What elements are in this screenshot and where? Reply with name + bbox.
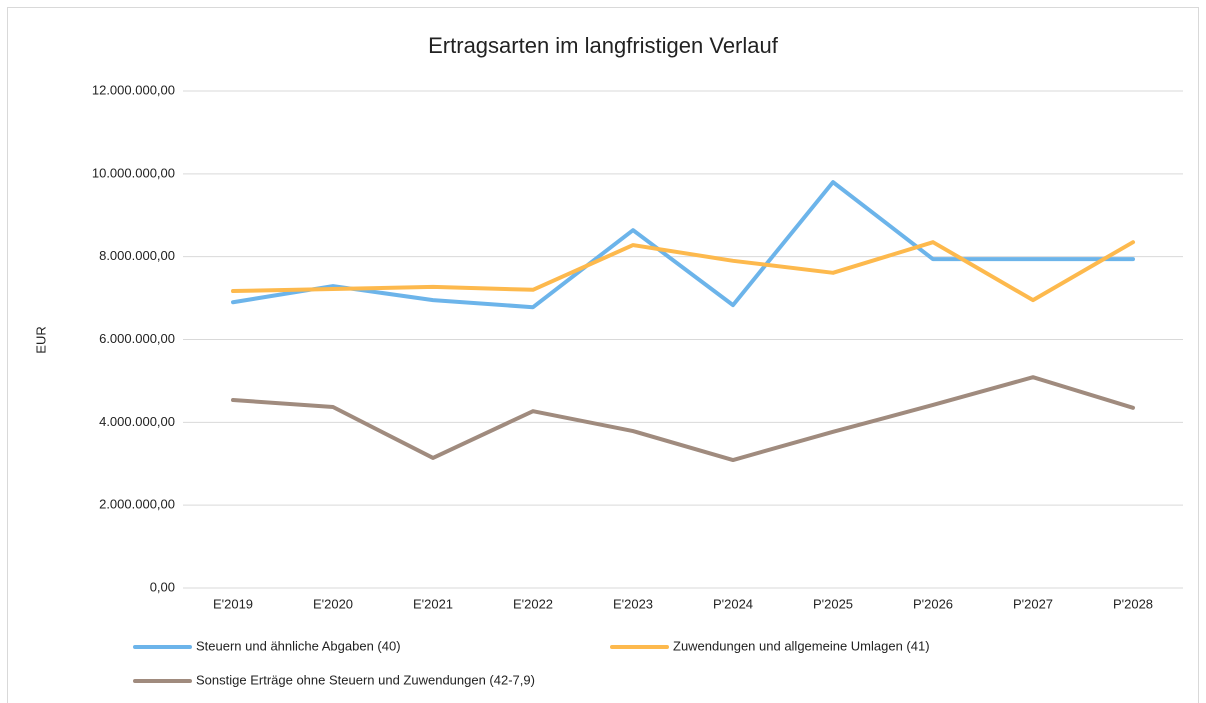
x-tick-label: E'2019 <box>213 596 253 611</box>
y-tick-label: 4.000.000,00 <box>99 414 175 429</box>
x-tick-label: E'2022 <box>513 596 553 611</box>
x-tick-label: E'2021 <box>413 596 453 611</box>
y-tick-label: 8.000.000,00 <box>99 248 175 263</box>
x-tick-label: P'2024 <box>713 596 753 611</box>
y-tick-label: 0,00 <box>150 579 175 594</box>
y-tick-label: 12.000.000,00 <box>92 82 175 97</box>
series-line <box>231 180 1135 310</box>
chart-frame <box>7 7 1199 703</box>
x-tick-label: P'2025 <box>813 596 853 611</box>
y-tick-label: 10.000.000,00 <box>92 165 175 180</box>
legend-label: Steuern und ähnliche Abgaben (40) <box>196 638 401 653</box>
x-tick-label: P'2028 <box>1113 596 1153 611</box>
legend-label: Sonstige Erträge ohne Steuern und Zuwend… <box>196 672 535 687</box>
legend-label: Zuwendungen und allgemeine Umlagen (41) <box>673 638 930 653</box>
x-tick-label: E'2020 <box>313 596 353 611</box>
series-line <box>231 375 1135 463</box>
y-tick-label: 2.000.000,00 <box>99 497 175 512</box>
x-tick-label: P'2027 <box>1013 596 1053 611</box>
y-axis-label: EUR <box>33 326 48 353</box>
y-tick-label: 6.000.000,00 <box>99 331 175 346</box>
series-line <box>231 240 1135 303</box>
chart-title: Ertragsarten im langfristigen Verlauf <box>428 33 779 58</box>
x-tick-label: E'2023 <box>613 596 653 611</box>
x-tick-label: P'2026 <box>913 596 953 611</box>
